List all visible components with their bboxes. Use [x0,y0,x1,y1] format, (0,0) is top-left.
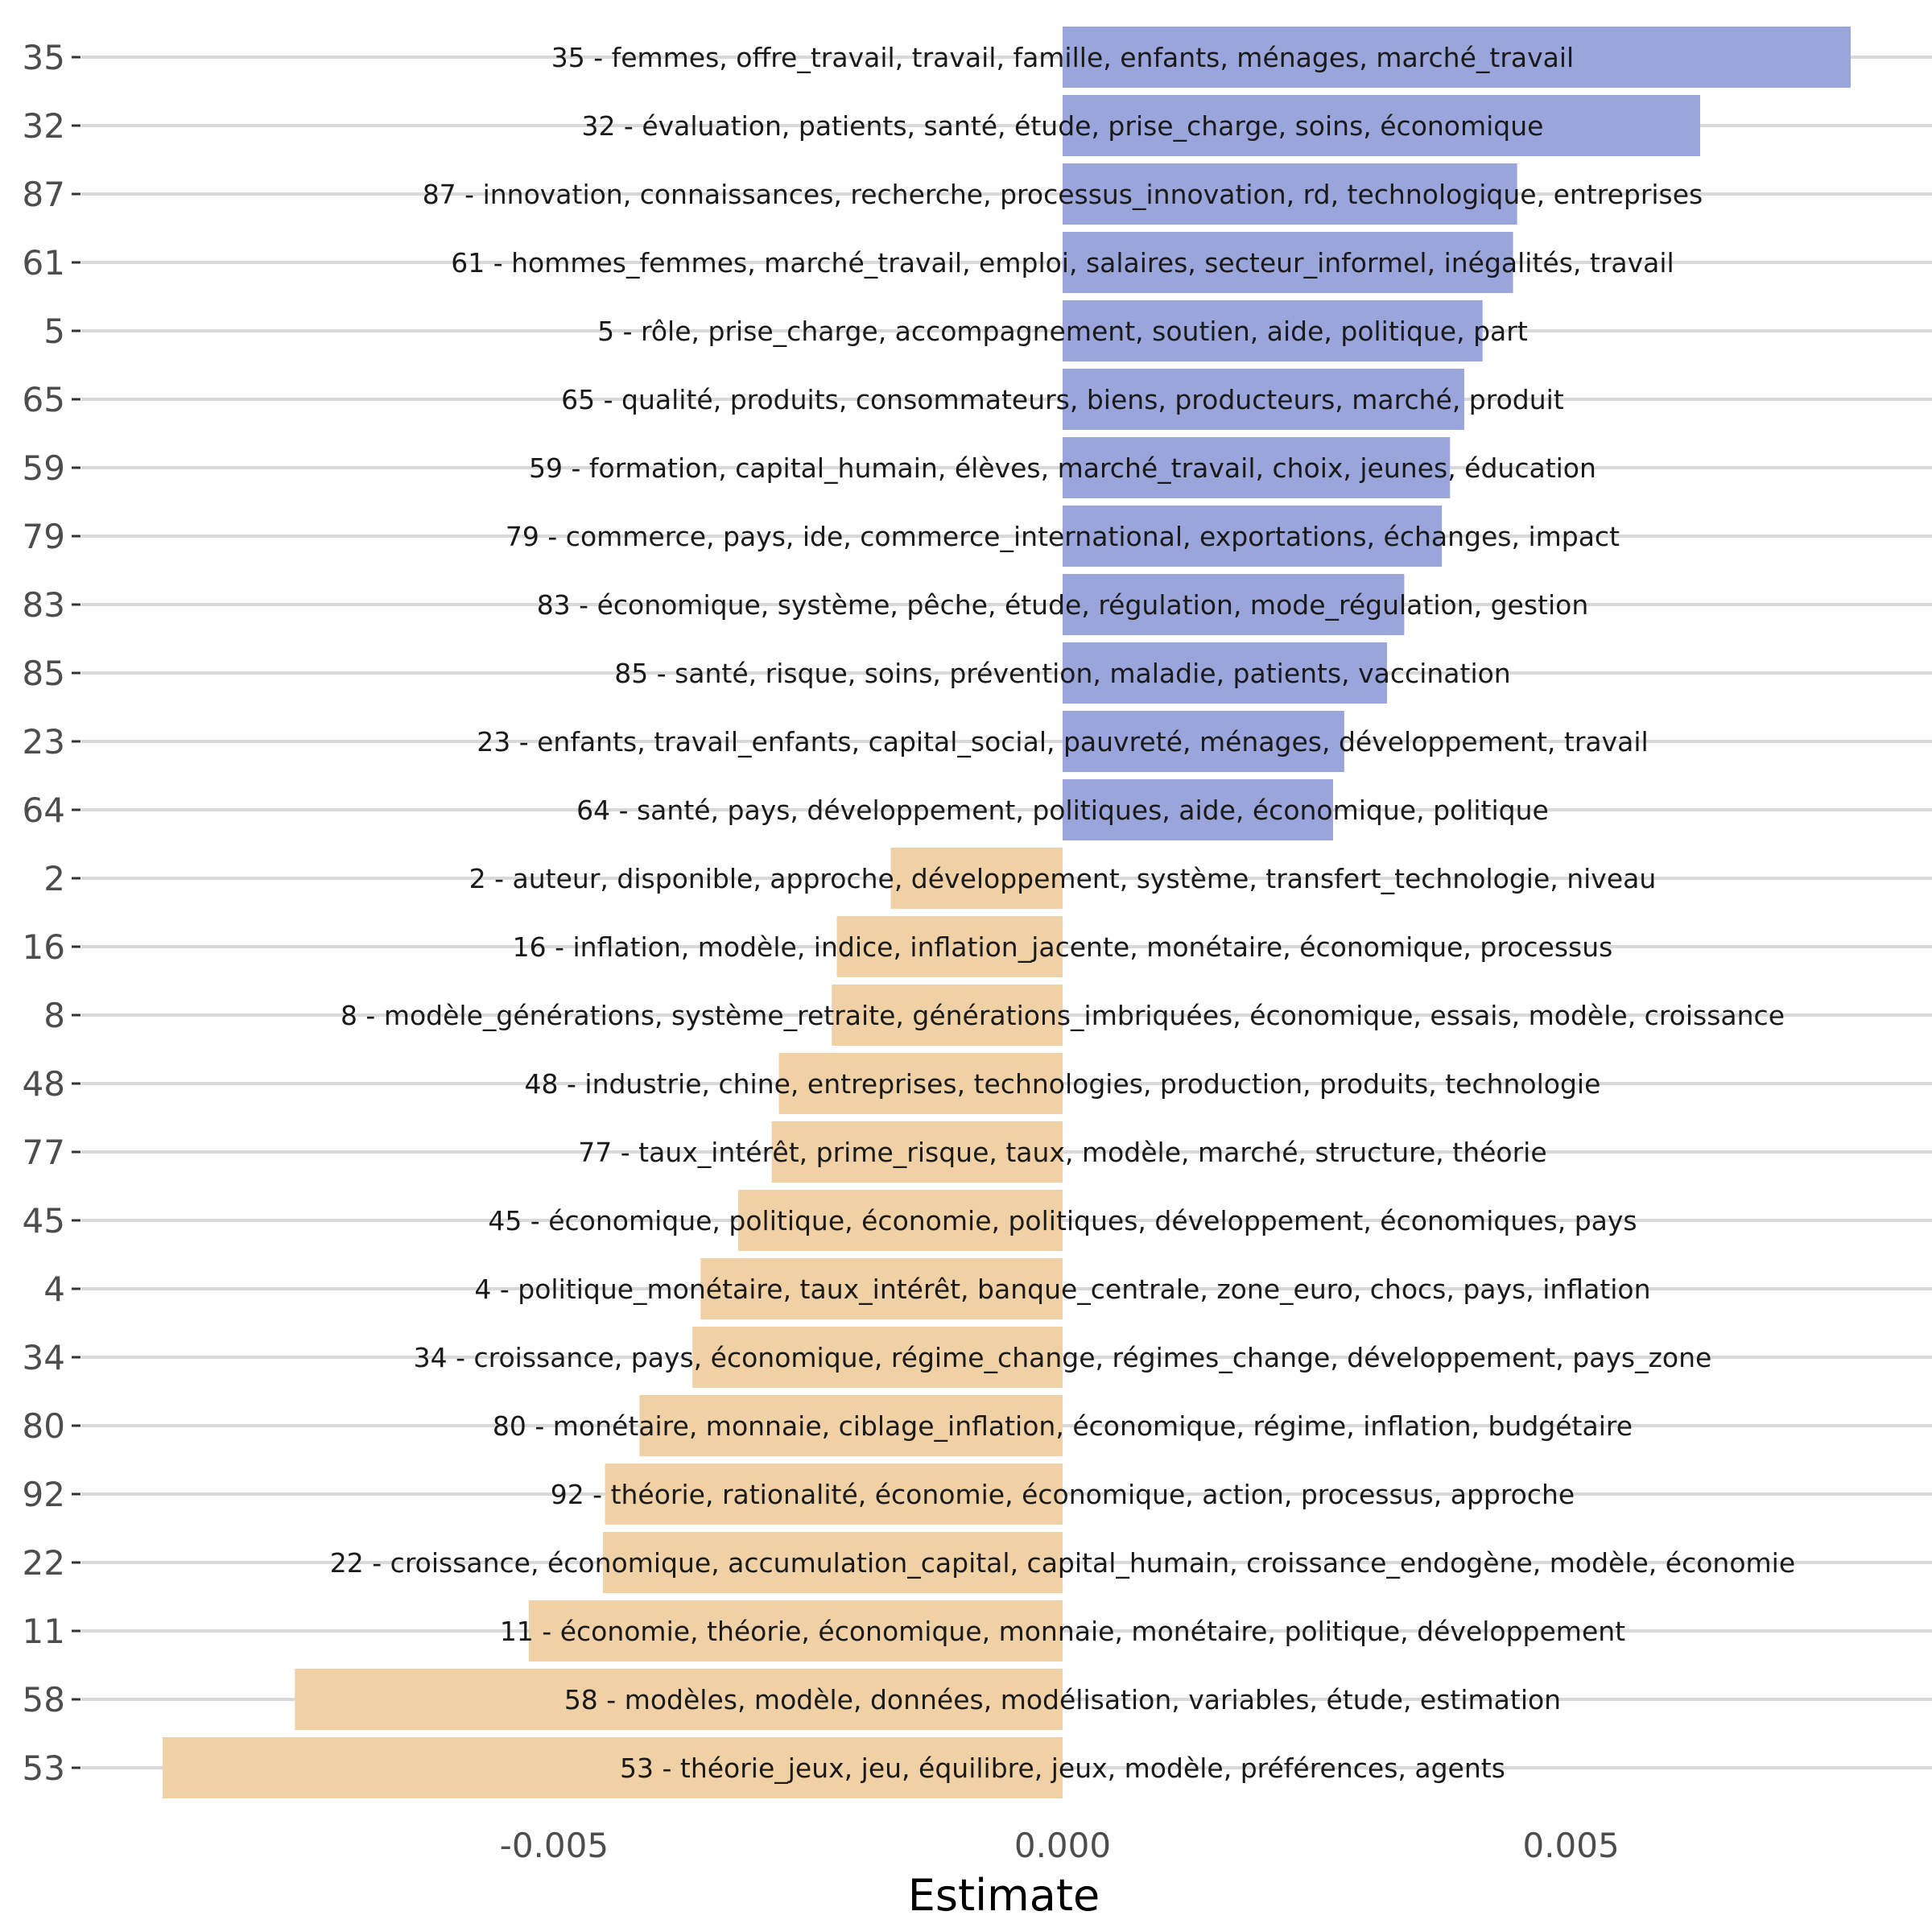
x-tick-label: 0.000 [1014,1826,1111,1865]
bar-topic-85 [1062,642,1387,704]
y-tick-label-87: 87 [23,175,65,214]
bar-topic-32 [1062,95,1700,156]
y-tick-label-5: 5 [43,312,65,351]
bar-topic-8 [832,985,1063,1046]
bar-topic-80 [639,1395,1063,1456]
bar-topic-11 [528,1600,1063,1662]
x-axis-ticks: -0.005 0.000 0.005 [500,1826,1620,1865]
bar-label-topic-45: 45 - économique, politique, économie, po… [488,1205,1637,1236]
y-tick-label-8: 8 [43,996,65,1035]
bar-label-topic-65: 65 - qualité, produits, consommateurs, b… [561,384,1564,415]
bar-topic-2 [890,848,1063,909]
y-tick-label-83: 83 [23,585,65,625]
bar-topic-22 [603,1532,1063,1593]
y-axis-ticks: 35 32 87 61 5 65 59 79 83 85 23 64 2 16 8 48 77 45 4 34 80 92… [23,38,80,1788]
y-tick-label-32: 32 [23,106,65,146]
y-tick-label-92: 92 [23,1475,65,1514]
y-tick-label-16: 16 [23,927,65,967]
bar-topic-79 [1062,506,1443,567]
bar-label-topic-48: 48 - industrie, chine, entreprises, tech… [525,1068,1601,1100]
y-tick-label-80: 80 [23,1406,65,1446]
bar-topic-16 [836,916,1063,977]
bar-topic-5 [1062,300,1483,361]
y-tick-label-85: 85 [23,654,65,693]
bar-label-topic-22: 22 - croissance, économique, accumulatio… [330,1547,1795,1579]
bar-label-topic-5: 5 - rôle, prise_charge, accompagnement, … [597,316,1528,347]
y-tick-label-45: 45 [23,1201,65,1241]
bar-label-topic-11: 11 - économie, théorie, économique, monn… [500,1616,1625,1647]
x-tick-label: -0.005 [500,1826,609,1865]
y-tick-label-23: 23 [23,722,65,762]
bar-topic-48 [778,1053,1063,1114]
bar-topic-92 [605,1463,1063,1525]
bar-label-topic-61: 61 - hommes_femmes, marché_travail, empl… [451,247,1674,279]
y-tick-label-65: 65 [23,380,65,419]
bar-topic-61 [1062,232,1513,293]
bar-topic-35 [1062,27,1851,88]
bar-label-topic-23: 23 - enfants, travail_enfants, capital_s… [477,726,1648,758]
y-tick-label-64: 64 [23,791,65,830]
bar-label-topic-58: 58 - modèles, modèle, données, modélisat… [564,1684,1561,1715]
bar-label-topic-4: 4 - politique_monétaire, taux_intérêt, b… [474,1274,1650,1305]
bar-topic-59 [1062,437,1451,498]
y-tick-label-77: 77 [23,1133,65,1172]
bar-topic-58 [295,1669,1063,1730]
bar-label-topic-77: 77 - taux_intérêt, prime_risque, taux, m… [578,1137,1546,1168]
bar-label-topic-59: 59 - formation, capital_humain, élèves, … [529,452,1596,484]
bar-labels: 35 - femmes, offre_travail, travail, fam… [330,42,1795,1784]
bar-label-topic-2: 2 - auteur, disponible, approche, dévelo… [469,863,1657,894]
bar-topic-65 [1062,369,1464,430]
bar-label-topic-34: 34 - croissance, pays, économique, régim… [414,1342,1712,1373]
bar-label-topic-8: 8 - modèle_générations, système_retraite… [341,1000,1785,1031]
y-tick-label-11: 11 [23,1612,65,1651]
bar-label-topic-83: 83 - économique, système, pêche, étude, … [537,589,1589,621]
y-tick-label-79: 79 [23,517,65,556]
bar-topic-34 [692,1327,1063,1388]
bar-label-topic-64: 64 - santé, pays, développement, politiq… [576,795,1549,826]
bar-label-topic-32: 32 - évaluation, patients, santé, étude,… [581,110,1543,142]
y-tick-label-34: 34 [23,1338,65,1377]
bar-label-topic-79: 79 - commerce, pays, ide, commerce_inter… [506,521,1620,552]
y-tick-label-4: 4 [43,1269,65,1309]
bar-label-topic-80: 80 - monétaire, monnaie, ciblage_inflati… [493,1410,1633,1442]
y-tick-label-58: 58 [23,1680,65,1719]
bar-topic-64 [1062,779,1333,840]
y-tick-label-22: 22 [23,1543,65,1583]
y-tick-label-2: 2 [43,859,65,898]
bar-label-topic-35: 35 - femmes, offre_travail, travail, fam… [551,42,1574,73]
bar-label-topic-87: 87 - innovation, connaissances, recherch… [423,179,1703,210]
bar-topic-87 [1062,163,1517,225]
y-tick-label-59: 59 [23,448,65,488]
bar-topic-45 [738,1190,1063,1251]
bar-topic-83 [1062,574,1405,635]
x-tick-label: 0.005 [1522,1826,1619,1865]
y-tick-label-48: 48 [23,1064,65,1104]
bar-topic-77 [771,1121,1063,1183]
bar-label-topic-85: 85 - santé, risque, soins, prévention, m… [614,658,1511,689]
bar-label-topic-16: 16 - inflation, modèle, indice, inflatio… [513,931,1613,963]
y-tick-label-61: 61 [23,243,65,283]
x-axis-title: Estimate [908,1870,1100,1921]
bar-topic-53 [163,1737,1063,1798]
bar-label-topic-53: 53 - théorie_jeux, jeu, équilibre, jeux,… [620,1752,1505,1784]
y-tick-label-53: 53 [23,1748,65,1788]
bar-topic-23 [1062,711,1344,772]
bar-topic-4 [700,1258,1063,1319]
y-tick-label-35: 35 [23,38,65,77]
bar-label-topic-92: 92 - théorie, rationalité, économie, éco… [551,1479,1575,1510]
bars [163,27,1851,1798]
